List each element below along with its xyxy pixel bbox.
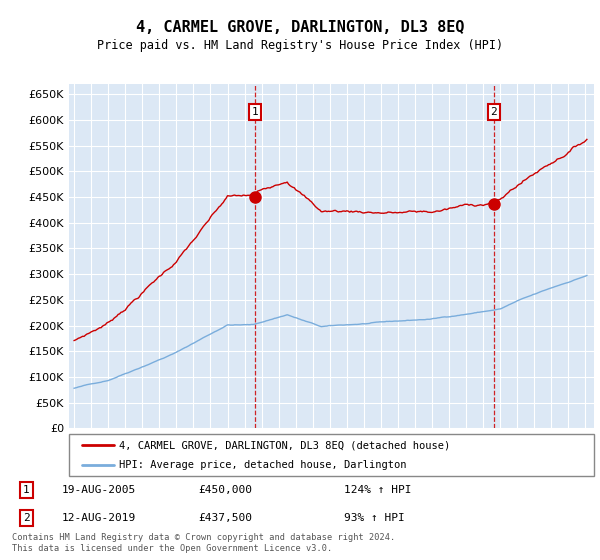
FancyBboxPatch shape [69, 434, 594, 476]
Text: 12-AUG-2019: 12-AUG-2019 [61, 513, 136, 523]
Text: £450,000: £450,000 [198, 485, 252, 495]
Text: 1: 1 [23, 485, 30, 495]
Text: 2: 2 [23, 513, 30, 523]
Text: £437,500: £437,500 [198, 513, 252, 523]
Text: 2: 2 [490, 108, 497, 117]
Text: 1: 1 [252, 108, 259, 117]
Text: 124% ↑ HPI: 124% ↑ HPI [344, 485, 411, 495]
Text: HPI: Average price, detached house, Darlington: HPI: Average price, detached house, Darl… [119, 460, 406, 470]
Text: 19-AUG-2005: 19-AUG-2005 [61, 485, 136, 495]
Text: 93% ↑ HPI: 93% ↑ HPI [344, 513, 404, 523]
Text: Contains HM Land Registry data © Crown copyright and database right 2024.
This d: Contains HM Land Registry data © Crown c… [12, 533, 395, 553]
Text: 4, CARMEL GROVE, DARLINGTON, DL3 8EQ (detached house): 4, CARMEL GROVE, DARLINGTON, DL3 8EQ (de… [119, 440, 450, 450]
Text: 4, CARMEL GROVE, DARLINGTON, DL3 8EQ: 4, CARMEL GROVE, DARLINGTON, DL3 8EQ [136, 20, 464, 35]
Text: Price paid vs. HM Land Registry's House Price Index (HPI): Price paid vs. HM Land Registry's House … [97, 39, 503, 52]
